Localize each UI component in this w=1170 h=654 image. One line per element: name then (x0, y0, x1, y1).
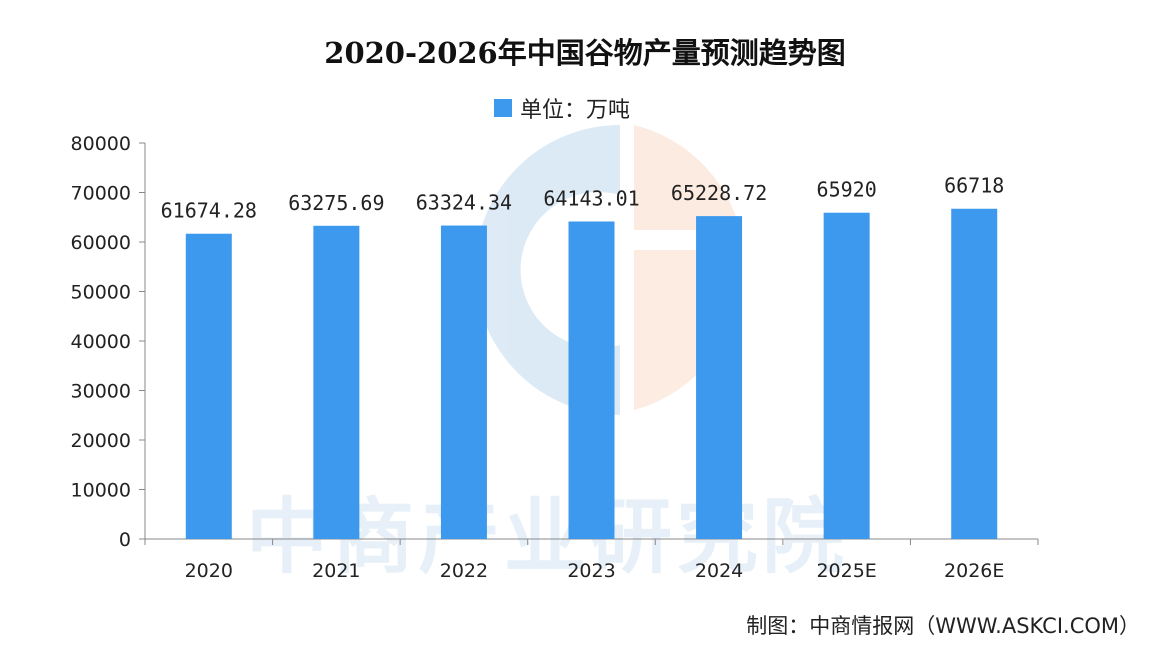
x-tick-label: 2021 (312, 560, 360, 582)
credit-text: 制图：中商情报网（WWW.ASKCI.COM） (746, 614, 1140, 638)
y-tick-label: 30000 (71, 381, 131, 403)
y-tick-label: 80000 (71, 133, 131, 155)
data-label: 63275.69 (288, 191, 384, 215)
x-tick-label: 2023 (567, 560, 615, 582)
x-tick-label: 2024 (695, 560, 743, 582)
data-label: 65920 (817, 178, 877, 202)
y-tick-label: 70000 (71, 183, 131, 205)
axes: 0 10000 20000 30000 40000 50000 60000 70000 8000… (71, 133, 1039, 582)
y-tick-label: 60000 (71, 232, 131, 254)
bar-2026E (951, 208, 998, 539)
legend: 单位：万吨 (494, 92, 630, 124)
y-tick-label: 20000 (71, 430, 131, 452)
data-label: 64143.01 (543, 186, 639, 210)
bar-2020 (185, 233, 232, 539)
legend-label: 单位：万吨 (520, 98, 631, 123)
bar-2025E (823, 212, 870, 540)
bar-2022 (440, 225, 487, 540)
bar-2021 (313, 225, 360, 539)
data-label: 61674.28 (161, 199, 257, 223)
data-label: 65228.72 (671, 181, 767, 205)
bar-2024 (696, 216, 743, 539)
x-tick-label: 2026E (944, 560, 1004, 582)
y-tick-label: 0 (119, 529, 131, 551)
bar-2023 (568, 221, 615, 539)
y-tick-label: 10000 (71, 480, 131, 502)
x-tick-label: 2020 (185, 560, 233, 582)
x-tick-label: 2022 (440, 560, 488, 582)
y-tick-label: 40000 (71, 331, 131, 353)
chart-title: 2020-2026年中国谷物产量预测趋势图 (324, 36, 846, 70)
y-tick-label: 50000 (71, 282, 131, 304)
x-tick-label: 2025E (816, 560, 876, 582)
data-label: 66718 (944, 174, 1004, 198)
legend-swatch (494, 99, 512, 117)
data-labels: 61674.28 63275.69 63324.34 64143.01 65228.72… (161, 174, 1005, 223)
bars (185, 208, 998, 540)
data-label: 63324.34 (416, 191, 512, 215)
